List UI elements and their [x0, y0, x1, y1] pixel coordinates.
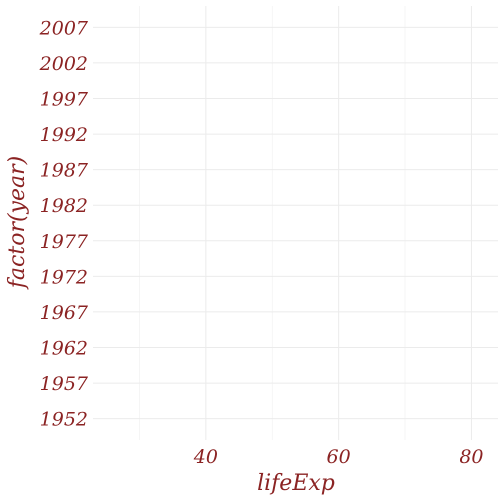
- y-axis-title: factor(year): [5, 156, 30, 290]
- y-tick-label: 1987: [40, 160, 89, 182]
- y-tick-label: 1962: [40, 338, 88, 360]
- y-tick-label: 1972: [40, 266, 88, 288]
- y-tick-label: 1967: [40, 302, 89, 324]
- x-tick-label: 40: [193, 446, 218, 468]
- y-tick-labels: 1952 1957 1962 1967 1972 1977 1982 1987 1992 1997…: [39, 17, 89, 430]
- grid-layer: [93, 6, 498, 440]
- y-tick-label: 1997: [40, 88, 89, 110]
- x-axis-title: lifeExp: [257, 471, 335, 496]
- x-tick-label: 60: [327, 446, 351, 468]
- x-tick-label: 80: [459, 446, 483, 468]
- y-tick-label: 2007: [39, 17, 89, 39]
- y-tick-label: 1952: [40, 409, 88, 431]
- y-tick-label: 1957: [40, 373, 89, 395]
- y-tick-label: 1992: [40, 124, 88, 146]
- y-tick-label: 2002: [39, 53, 88, 75]
- y-tick-label: 1977: [40, 231, 89, 253]
- x-tick-labels: 40 60 80: [193, 446, 484, 468]
- y-tick-label: 1982: [40, 195, 88, 217]
